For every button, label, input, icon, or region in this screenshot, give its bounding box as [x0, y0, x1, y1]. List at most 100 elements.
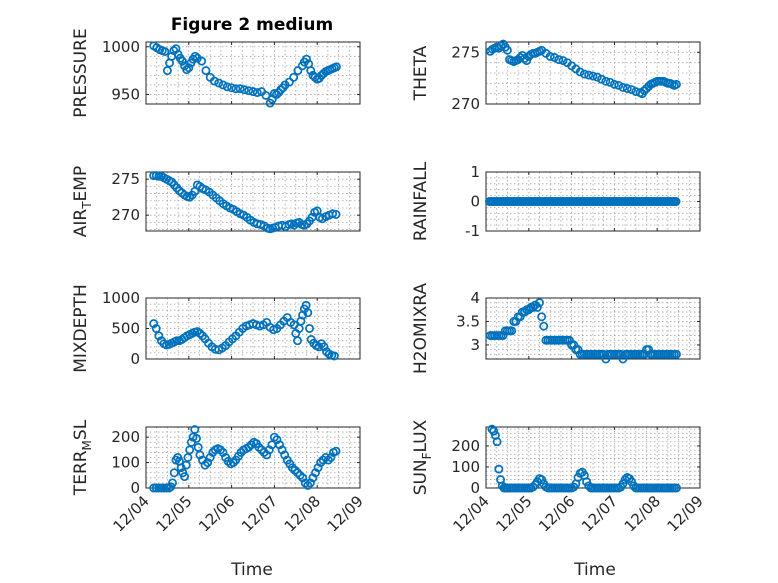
- data-point: [261, 90, 271, 100]
- plot-area: [486, 427, 700, 488]
- data-point: [316, 458, 326, 468]
- data-point: [618, 479, 628, 489]
- axes-frame: [145, 426, 361, 489]
- data-point: [195, 328, 205, 338]
- x-tick-label: 12/08: [281, 492, 324, 535]
- data-point: [303, 481, 313, 490]
- data-point: [254, 442, 264, 452]
- data-point: [532, 302, 542, 312]
- data-point: [331, 446, 341, 456]
- y-tick-label: 1000: [102, 289, 140, 307]
- data-point: [269, 432, 279, 442]
- data-point: [582, 477, 592, 487]
- y-tick-label: 100: [451, 458, 480, 476]
- y-tick-label: 3: [470, 336, 480, 354]
- x-tick-label: 12/05: [152, 492, 195, 535]
- x-axis-label-right: Time: [573, 560, 616, 580]
- y-tick-label: 100: [111, 454, 140, 472]
- y-tick-label: 270: [451, 95, 480, 113]
- axes-frame: [485, 297, 701, 360]
- axes-frame: [485, 41, 701, 105]
- y-axis-label: H2OMIXRA: [411, 283, 431, 374]
- data-point: [197, 56, 207, 66]
- data-point: [244, 442, 254, 452]
- y-tick-label: 500: [111, 320, 140, 338]
- y-tick-label: 0: [470, 193, 480, 211]
- data-point: [672, 483, 681, 493]
- x-tick-label: 12/07: [238, 492, 281, 535]
- x-tick-label: 12/04: [110, 492, 153, 535]
- data-point: [331, 210, 341, 219]
- data-point: [618, 83, 628, 92]
- data-point: [520, 54, 529, 63]
- data-point: [614, 80, 624, 90]
- data-point: [201, 66, 211, 76]
- y-tick-label: 1000: [102, 38, 140, 56]
- y-tick-label: 4: [470, 289, 480, 307]
- data-point: [190, 51, 200, 61]
- data-point: [160, 47, 170, 56]
- data-point: [332, 62, 341, 72]
- subplot-rainfall: -1 0 1 RAINFALL: [411, 161, 701, 241]
- x-tick-label: 12/07: [578, 492, 621, 535]
- y-tick-label: 0: [130, 350, 140, 368]
- y-axis-label: PRESSURE: [71, 28, 91, 117]
- data-point: [588, 71, 598, 81]
- figure-title: Figure 2 medium: [171, 15, 333, 35]
- y-axis-label: TERRMSL: [71, 419, 94, 496]
- data-point: [584, 70, 594, 80]
- data-point: [579, 69, 589, 79]
- data-point: [672, 349, 681, 359]
- data-point: [328, 209, 338, 219]
- y-tick-label: 275: [111, 170, 140, 188]
- data-point: [216, 445, 225, 455]
- data-point: [168, 478, 177, 488]
- data-point: [494, 464, 504, 474]
- data-point: [535, 298, 544, 308]
- x-tick-label: 12/08: [621, 492, 664, 535]
- data-point: [627, 477, 636, 487]
- data-point: [190, 425, 200, 434]
- data-point: [537, 475, 547, 485]
- data-point: [218, 80, 228, 90]
- data-point: [321, 453, 331, 462]
- data-point: [246, 440, 256, 450]
- data-point: [231, 84, 241, 94]
- data-point: [180, 472, 189, 482]
- y-tick-label: -1: [465, 222, 480, 240]
- data-point: [537, 312, 547, 322]
- subplot-sun-f-lux: 0 100 200 12/04 12/05 12/06 12/07 12/08 12/09 SUN…: [411, 419, 707, 535]
- data-point: [305, 324, 314, 333]
- subplot-terr-m-sl: 0 100 200 12/04 12/05 12/06 12/07 12/08 12/09 TER…: [71, 419, 367, 535]
- data-point: [222, 82, 232, 92]
- data-point: [200, 460, 210, 470]
- data-point: [235, 84, 245, 94]
- y-tick-label: 0: [470, 479, 480, 497]
- y-axis-label: RAINFALL: [411, 161, 431, 241]
- data-point: [192, 433, 201, 443]
- y-tick-label: 1: [470, 163, 480, 181]
- data-point: [252, 88, 262, 98]
- data-point: [162, 66, 172, 76]
- data-point: [295, 470, 305, 480]
- subplot-theta: 270 275 THETA: [411, 39, 701, 113]
- data-point: [605, 77, 615, 87]
- x-tick-label: 12/06: [195, 492, 238, 535]
- y-tick-label: 3.5: [456, 312, 480, 330]
- data-point: [318, 455, 328, 465]
- axes-frame: [145, 41, 361, 105]
- data-point: [627, 85, 636, 94]
- data-point: [671, 197, 681, 206]
- data-point: [507, 326, 517, 336]
- data-point: [609, 79, 619, 89]
- y-axis-label: MIXDEPTH: [71, 284, 91, 373]
- axes-frame: [145, 171, 361, 232]
- x-tick-label: 12/04: [450, 492, 493, 535]
- data-point: [520, 307, 529, 317]
- data-point: [287, 463, 297, 473]
- x-tick-label: 12/05: [492, 492, 535, 535]
- data-point: [184, 63, 194, 73]
- y-axis-label: AIRTEMP: [71, 166, 94, 237]
